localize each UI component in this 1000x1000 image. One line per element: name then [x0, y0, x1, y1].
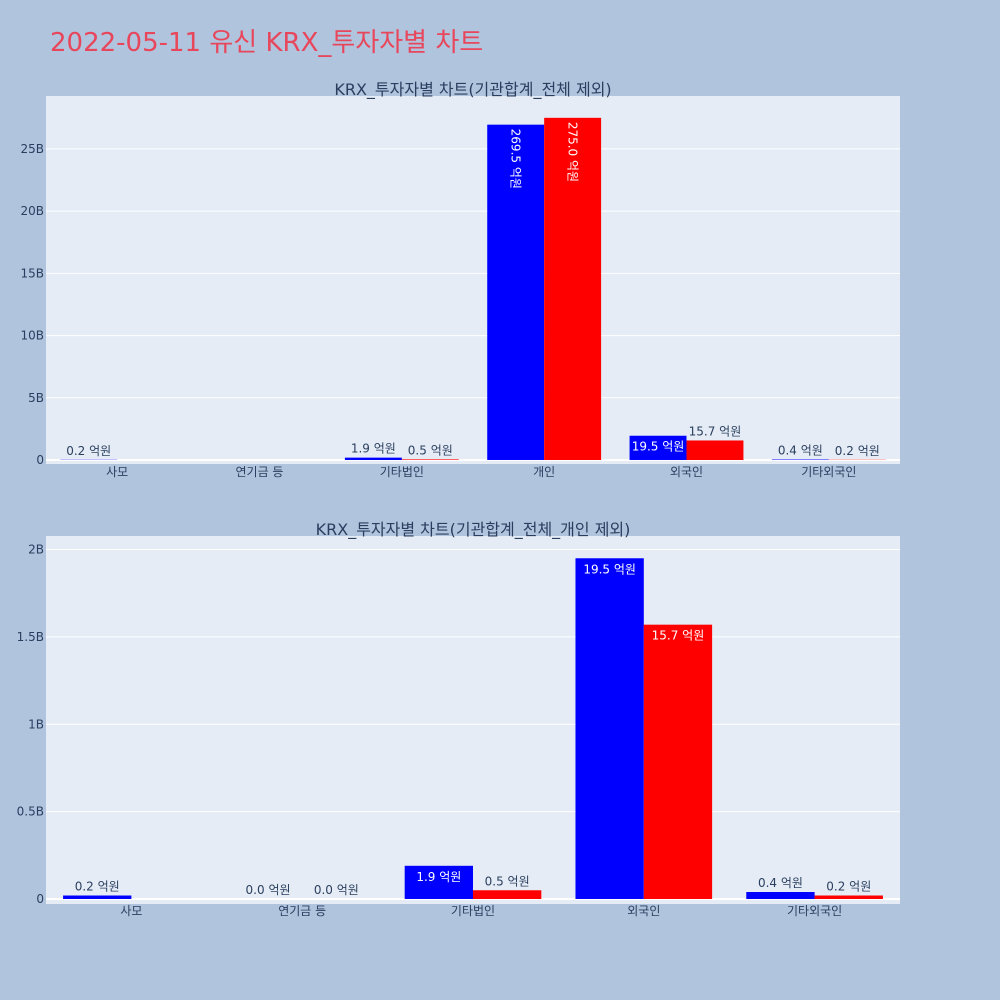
- x-tick-label: 사모: [106, 465, 128, 479]
- x-tick-label: 기타외국인: [801, 465, 856, 479]
- y-tick-label: 10B: [20, 329, 44, 343]
- data-label: 275.0 억원: [566, 122, 580, 182]
- data-label: 0.2 억원: [835, 444, 880, 458]
- data-label: 0.5 억원: [485, 874, 530, 888]
- x-tick-label: 기타외국인: [787, 904, 842, 918]
- x-tick-label: 외국인: [670, 465, 703, 479]
- bar: [629, 435, 687, 460]
- bar: [746, 892, 815, 899]
- data-label: 269.5 억원: [509, 129, 523, 189]
- data-label: 0.0 억원: [246, 883, 291, 897]
- y-tick-label: 1.5B: [17, 630, 44, 644]
- y-tick-label: 1B: [28, 717, 44, 731]
- data-label: 0.0 억원: [314, 883, 359, 897]
- bar: [63, 895, 132, 899]
- x-tick-label: 사모: [120, 904, 142, 918]
- x-tick-label: 기타법인: [451, 904, 495, 918]
- bar: [575, 558, 644, 899]
- chart-1-plot-area: [46, 96, 900, 464]
- data-label: 15.7 억원: [652, 629, 705, 643]
- y-tick-label: 15B: [20, 266, 44, 280]
- chart-1-bars: 0.2 억원 1.9 억원 0.5 억원 269.5 억원 275.0 억원 19.5 억…: [60, 117, 886, 461]
- y-tick-label: 0: [36, 453, 44, 467]
- x-tick-label: 외국인: [627, 904, 660, 918]
- x-tick-label: 연기금 등: [236, 465, 284, 479]
- data-label: 1.9 억원: [351, 442, 396, 456]
- y-tick-label: 20B: [20, 204, 44, 218]
- bar: [473, 890, 542, 899]
- y-tick-label: 25B: [20, 142, 44, 156]
- x-tick-label: 연기금 등: [278, 904, 326, 918]
- bar: [544, 117, 602, 461]
- chart-2-bars: 0.2 억원 0.0 억원 0.0 억원 1.9 억원 0.5 억원 19.5 억원 15.…: [63, 558, 883, 899]
- data-label: 19.5 억원: [583, 562, 636, 576]
- bar: [814, 895, 883, 899]
- chart-1-title: KRX_투자자별 차트(기관합계_전체 제외): [334, 80, 611, 100]
- y-tick-label: 5B: [28, 391, 44, 405]
- data-label: 15.7 억원: [689, 424, 742, 438]
- bar: [404, 865, 473, 899]
- bar: [344, 457, 402, 460]
- chart-2-title: KRX_투자자별 차트(기관합계_전체_개인 제외): [316, 520, 631, 540]
- data-label: 0.2 억원: [826, 880, 871, 894]
- data-label: 1.9 억원: [416, 870, 461, 884]
- bar: [686, 440, 744, 460]
- chart-2-ticks: 0 0.5B 1B 1.5B 2B 사모 연기금 등 기타법인 외국인 기타외국인: [17, 543, 843, 918]
- chart-2: 0.2 억원 0.0 억원 0.0 억원 1.9 억원 0.5 억원 19.5 억원 15.…: [17, 520, 900, 918]
- y-tick-label: 0: [36, 892, 44, 906]
- bar: [487, 124, 545, 460]
- data-label: 0.4 억원: [778, 444, 823, 458]
- page-title: 2022-05-11 유신 KRX_투자자별 차트: [50, 28, 484, 58]
- data-label: 0.2 억원: [75, 880, 120, 894]
- chart-1-ticks: 0 5B 10B 15B 20B 25B 사모 연기금 등 기타법인 개인 외국인 기타외국인: [20, 142, 856, 479]
- bar: [401, 459, 459, 460]
- data-label: 0.4 억원: [758, 876, 803, 890]
- x-tick-label: 개인: [533, 465, 555, 479]
- chart-1-gridlines: [46, 148, 900, 461]
- y-tick-label: 0.5B: [17, 805, 44, 819]
- bar: [643, 624, 713, 899]
- x-tick-label: 기타법인: [380, 465, 424, 479]
- chart-1: 0.2 억원 1.9 억원 0.5 억원 269.5 억원 275.0 억원 19.5 억…: [20, 80, 900, 479]
- data-label: 19.5 억원: [632, 440, 685, 454]
- data-label: 0.5 억원: [408, 443, 453, 457]
- chart-2-plot-area: [46, 536, 900, 904]
- y-tick-label: 2B: [28, 543, 44, 557]
- data-label: 0.2 억원: [66, 444, 111, 458]
